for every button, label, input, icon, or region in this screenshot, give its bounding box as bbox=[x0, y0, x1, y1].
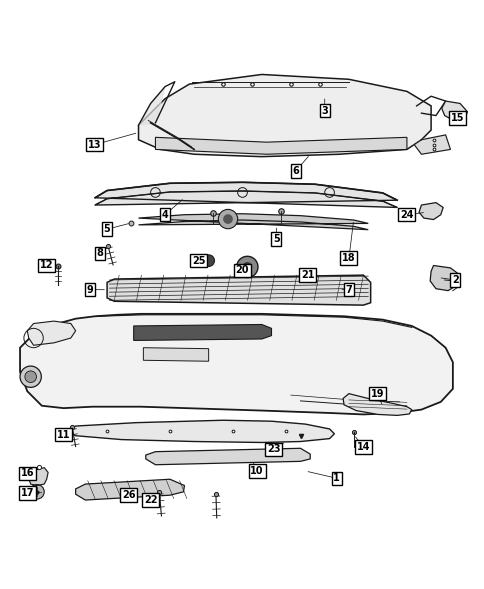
Text: 19: 19 bbox=[370, 389, 384, 399]
Text: 21: 21 bbox=[301, 270, 314, 280]
Polygon shape bbox=[138, 74, 430, 157]
Polygon shape bbox=[413, 135, 450, 154]
Polygon shape bbox=[429, 266, 459, 290]
Circle shape bbox=[25, 371, 36, 382]
Text: 5: 5 bbox=[104, 224, 110, 234]
Text: 16: 16 bbox=[20, 468, 34, 478]
Text: 20: 20 bbox=[235, 265, 249, 275]
Text: 8: 8 bbox=[96, 249, 103, 259]
Text: 3: 3 bbox=[321, 106, 327, 115]
Text: 7: 7 bbox=[345, 284, 351, 294]
Polygon shape bbox=[138, 87, 165, 125]
Text: 2: 2 bbox=[451, 275, 458, 285]
Polygon shape bbox=[146, 448, 310, 465]
Circle shape bbox=[20, 366, 41, 388]
Circle shape bbox=[30, 485, 44, 499]
Polygon shape bbox=[20, 314, 452, 415]
Text: 24: 24 bbox=[399, 210, 413, 220]
Polygon shape bbox=[76, 479, 184, 500]
Polygon shape bbox=[134, 325, 271, 340]
Circle shape bbox=[223, 214, 232, 224]
Text: 14: 14 bbox=[356, 442, 369, 452]
Text: 9: 9 bbox=[87, 284, 93, 294]
Polygon shape bbox=[143, 348, 208, 361]
Text: 10: 10 bbox=[250, 466, 263, 476]
Polygon shape bbox=[138, 214, 367, 230]
Text: 6: 6 bbox=[292, 166, 299, 176]
Polygon shape bbox=[29, 468, 48, 485]
Circle shape bbox=[236, 256, 257, 277]
Polygon shape bbox=[95, 183, 396, 207]
Text: 23: 23 bbox=[267, 444, 280, 454]
Polygon shape bbox=[441, 101, 467, 121]
Polygon shape bbox=[27, 321, 76, 345]
Text: 17: 17 bbox=[20, 488, 34, 498]
Text: 26: 26 bbox=[122, 490, 136, 500]
Circle shape bbox=[202, 255, 214, 266]
Polygon shape bbox=[342, 393, 411, 415]
Text: 13: 13 bbox=[88, 140, 102, 150]
Polygon shape bbox=[418, 203, 442, 220]
Polygon shape bbox=[68, 420, 333, 442]
Text: 1: 1 bbox=[333, 474, 339, 483]
Text: 15: 15 bbox=[450, 113, 464, 123]
Text: 4: 4 bbox=[161, 210, 168, 220]
Text: 18: 18 bbox=[341, 253, 355, 263]
Text: 12: 12 bbox=[40, 260, 53, 270]
Circle shape bbox=[218, 209, 237, 229]
Text: 5: 5 bbox=[272, 234, 279, 244]
Polygon shape bbox=[155, 137, 406, 154]
Text: 22: 22 bbox=[144, 495, 157, 505]
Circle shape bbox=[242, 262, 252, 272]
Text: 11: 11 bbox=[57, 430, 70, 440]
Text: 25: 25 bbox=[192, 256, 205, 266]
Polygon shape bbox=[107, 275, 370, 305]
